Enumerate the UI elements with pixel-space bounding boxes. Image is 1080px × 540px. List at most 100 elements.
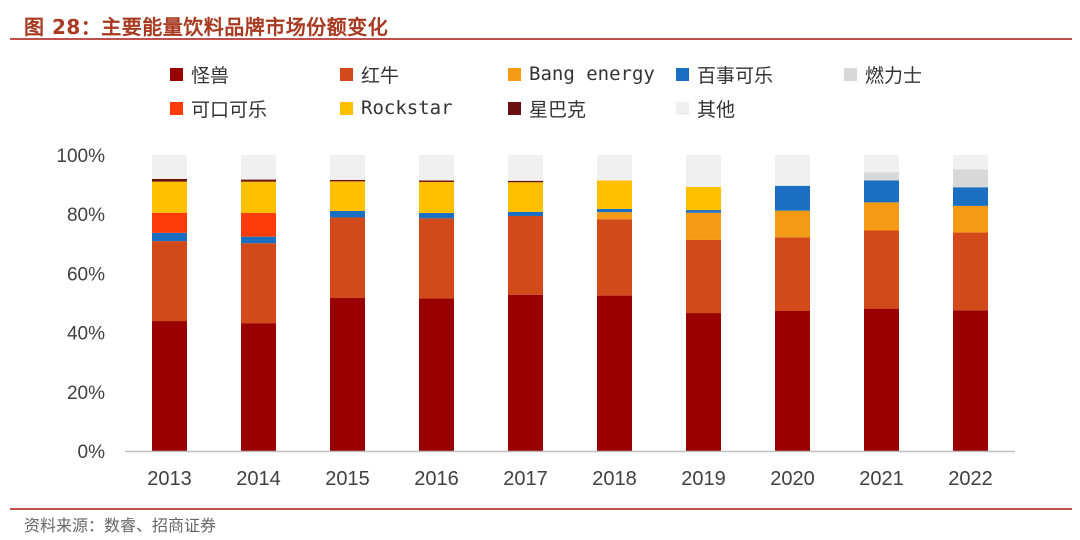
- bar-segment: [597, 212, 632, 220]
- bar-segment: [686, 186, 721, 211]
- source-note: 资料来源：数睿、招商证券: [24, 516, 217, 535]
- y-tick-label: 0%: [78, 442, 106, 463]
- bar-segment: [686, 239, 721, 314]
- legend-label-redbull: 红牛: [361, 64, 400, 87]
- bar-segment: [686, 313, 721, 451]
- legend-item-celsius: 燃力士: [844, 60, 922, 88]
- bar-segment: [597, 295, 632, 451]
- bar-segment: [775, 237, 810, 311]
- x-tick-label: 2014: [236, 468, 281, 490]
- bar-segment: [953, 169, 988, 188]
- bar-segment: [508, 155, 543, 181]
- legend-label-pepsi: 百事可乐: [697, 64, 774, 87]
- legend: 怪兽 红牛 Bang energy 百事可乐 燃力士 可口可乐 Rockstar…: [170, 60, 1070, 130]
- bar-segment: [330, 210, 365, 218]
- bar-segment: [152, 178, 187, 182]
- x-tick-label: 2013: [147, 468, 192, 490]
- legend-swatch-other: [676, 101, 689, 115]
- x-tick-label: 2020: [770, 468, 815, 490]
- bar-segment: [686, 212, 721, 240]
- bar-segment: [330, 179, 365, 182]
- legend-label-celsius: 燃力士: [865, 64, 923, 87]
- bar-segment: [152, 212, 187, 233]
- bar-segment: [597, 155, 632, 181]
- bar-segment: [419, 155, 454, 181]
- bar-segment: [419, 180, 454, 182]
- bar-segment: [241, 181, 276, 214]
- bar-segment: [241, 213, 276, 237]
- bar-segment: [864, 172, 899, 181]
- bar-segment: [241, 243, 276, 324]
- bar-segment: [152, 232, 187, 242]
- y-tick-label: 100%: [56, 146, 105, 167]
- legend-label-monster: 怪兽: [191, 64, 230, 87]
- x-tick-label: 2016: [414, 468, 459, 490]
- bar-segment: [686, 210, 721, 213]
- bar-segment: [864, 180, 899, 203]
- legend-label-rockstar: Rockstar: [361, 97, 453, 119]
- bar-segment: [508, 215, 543, 295]
- x-tick-label: 2015: [325, 468, 370, 490]
- legend-item-redbull: 红牛: [340, 60, 399, 88]
- bar-segment: [508, 211, 543, 216]
- bar-segment: [419, 213, 454, 219]
- chart-title: 图 28：主要能量饮料品牌市场份额变化: [24, 15, 389, 39]
- y-tick-label: 20%: [67, 383, 105, 404]
- bar-segment: [241, 236, 276, 244]
- bar-segment: [953, 187, 988, 206]
- legend-swatch-cocacola: [170, 101, 183, 115]
- bar-segment: [775, 155, 810, 186]
- y-tick-label: 80%: [67, 205, 105, 226]
- x-tick-label: 2018: [592, 468, 637, 490]
- bar-segment: [775, 310, 810, 451]
- bar-segment: [330, 217, 365, 298]
- bar-segment: [241, 323, 276, 451]
- title-bar: 图 28：主要能量饮料品牌市场份额变化: [10, 4, 1072, 40]
- bar-segment: [508, 180, 543, 183]
- bar-segment: [953, 155, 988, 170]
- legend-label-starbucks: 星巴克: [529, 98, 587, 121]
- bar-segment: [686, 155, 721, 187]
- x-tick-label: 2022: [948, 468, 993, 490]
- bar-segment: [419, 218, 454, 299]
- bar-segment: [597, 180, 632, 209]
- y-tick-label: 40%: [67, 324, 105, 345]
- bar-segment: [864, 155, 899, 173]
- legend-item-rockstar: Rockstar: [340, 94, 453, 122]
- x-tick-label: 2019: [681, 468, 726, 490]
- bar-segment: [419, 298, 454, 451]
- legend-item-cocacola: 可口可乐: [170, 94, 267, 122]
- legend-swatch-rockstar: [340, 101, 353, 115]
- bar-segment: [330, 155, 365, 180]
- legend-swatch-celsius: [844, 67, 857, 81]
- legend-swatch-pepsi: [676, 67, 689, 81]
- bar-segment: [330, 297, 365, 451]
- bar-segment: [241, 155, 276, 180]
- legend-swatch-bang: [508, 67, 521, 81]
- legend-item-pepsi: 百事可乐: [676, 60, 773, 88]
- legend-item-starbucks: 星巴克: [508, 94, 586, 122]
- bar-segment: [419, 181, 454, 214]
- legend-item-other: 其他: [676, 94, 735, 122]
- bar-segment: [864, 308, 899, 451]
- bar-segment: [508, 182, 543, 212]
- legend-item-monster: 怪兽: [170, 60, 229, 88]
- y-tick-label: 60%: [67, 264, 105, 285]
- bar-segment: [152, 241, 187, 322]
- legend-label-cocacola: 可口可乐: [191, 98, 268, 121]
- bar-segment: [508, 294, 543, 451]
- legend-swatch-monster: [170, 67, 183, 81]
- bar-segment: [953, 310, 988, 451]
- bar-segment: [152, 181, 187, 213]
- bar-segment: [152, 155, 187, 179]
- legend-label-bang: Bang energy: [529, 63, 655, 85]
- x-tick-label: 2017: [503, 468, 548, 490]
- x-tick-label: 2021: [859, 468, 904, 490]
- bar-segment: [953, 232, 988, 311]
- bar-segment: [597, 219, 632, 296]
- bar-segment: [775, 210, 810, 238]
- bottom-rule: [10, 508, 1072, 510]
- legend-item-bang: Bang energy: [508, 60, 655, 88]
- bar-segment: [864, 230, 899, 309]
